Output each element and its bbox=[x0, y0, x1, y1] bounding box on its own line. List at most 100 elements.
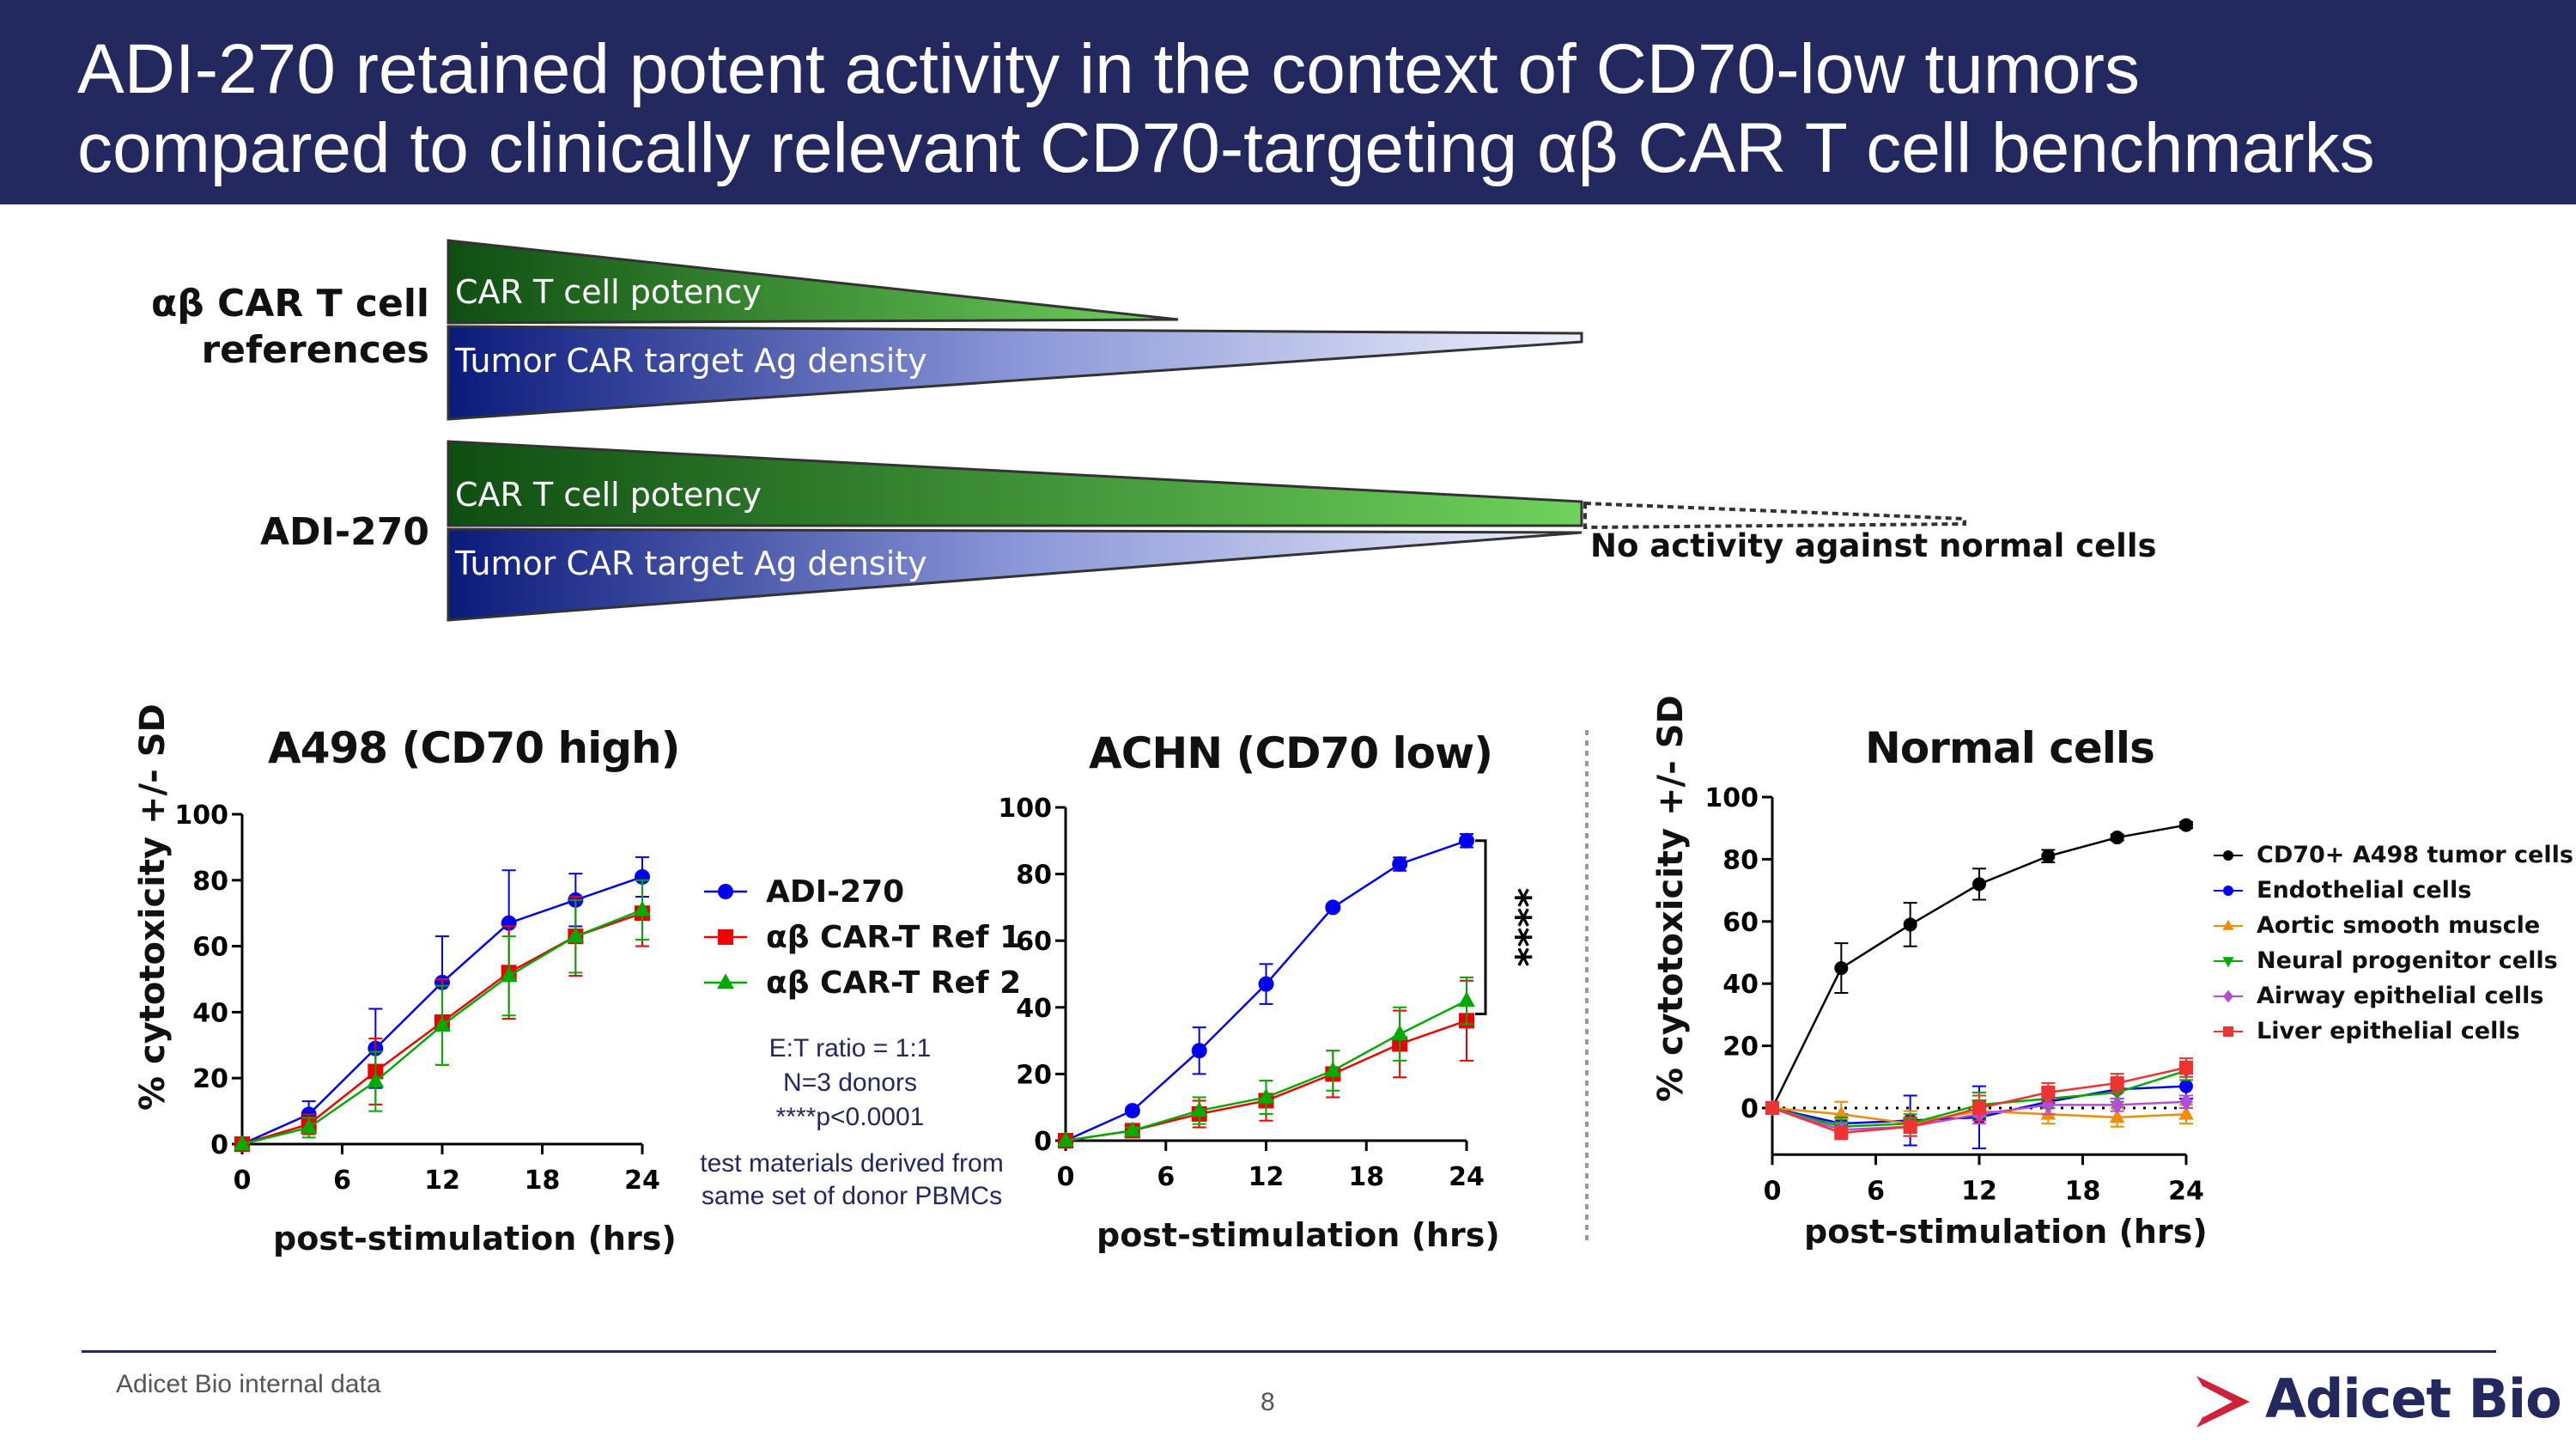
data-point bbox=[567, 927, 585, 943]
x-tick-label: 18 bbox=[1348, 1162, 1384, 1192]
no-activity-extension bbox=[1583, 501, 1966, 530]
chart-title-normal: Normal cells bbox=[1865, 723, 2155, 773]
note-et-ratio: E:T ratio = 1:1 bbox=[769, 1034, 932, 1062]
potency-density-schematic bbox=[447, 239, 1966, 622]
data-point bbox=[2041, 849, 2056, 863]
data-point bbox=[500, 966, 518, 983]
data-point bbox=[434, 1015, 451, 1032]
y-tick-label: 80 bbox=[192, 867, 228, 897]
data-point bbox=[2179, 1060, 2193, 1075]
y-tick-label: 40 bbox=[1016, 994, 1052, 1024]
note-donors: N=3 donors bbox=[783, 1068, 917, 1097]
title-banner: ADI-270 retained potent activity in the … bbox=[0, 0, 2576, 204]
data-point bbox=[2041, 1085, 2056, 1099]
data-point bbox=[1190, 1101, 1208, 1117]
x-tick-label: 24 bbox=[2168, 1176, 2204, 1206]
data-point bbox=[2041, 1096, 2056, 1113]
reference-density-label: Tumor CAR target Ag density bbox=[455, 342, 927, 380]
adi-potency-wedge bbox=[447, 440, 1583, 527]
chart-title-a498: A498 (CD70 high) bbox=[268, 723, 680, 773]
adi-density-wedge bbox=[447, 527, 1583, 622]
data-point bbox=[1834, 961, 1849, 976]
reference-potency-label: CAR T cell potency bbox=[455, 273, 762, 311]
legend-marker bbox=[2223, 989, 2233, 1003]
y-tick-label: 60 bbox=[1016, 927, 1052, 957]
y-tick-label: 100 bbox=[174, 801, 228, 831]
chart-panel-0: 0 20 40 60 80 100 0 6 12 18 24 bbox=[174, 801, 660, 1196]
x-tick-label: 0 bbox=[1057, 1162, 1075, 1192]
x-tick-label: 12 bbox=[1249, 1162, 1285, 1192]
y-tick-label: 80 bbox=[1016, 861, 1052, 891]
x-tick-label: 6 bbox=[1157, 1162, 1175, 1192]
data-point bbox=[1903, 917, 1917, 932]
x-tick-label: 24 bbox=[624, 1166, 660, 1196]
data-point bbox=[2109, 1109, 2125, 1123]
y-tick-label: 40 bbox=[1722, 970, 1759, 1000]
x-tick-label: 12 bbox=[424, 1166, 460, 1196]
data-point bbox=[2178, 1105, 2194, 1120]
legend-label-adi270: ADI-270 bbox=[766, 874, 905, 910]
reference-row-label-line-2: references bbox=[201, 328, 429, 372]
data-point bbox=[2110, 831, 2124, 845]
data-point bbox=[634, 900, 651, 916]
reference-row-label-line-1: αβ CAR T cell bbox=[150, 282, 429, 326]
xlabel-a498: post-stimulation (hrs) bbox=[273, 1220, 677, 1257]
legend-label-ref1: αβ CAR-T Ref 1 bbox=[766, 920, 1022, 955]
y-tick-label: 0 bbox=[1741, 1094, 1759, 1124]
data-point bbox=[2110, 1096, 2124, 1113]
y-tick-label: 20 bbox=[1722, 1032, 1759, 1062]
significance-bracket bbox=[1475, 839, 1487, 1016]
y-tick-label: 20 bbox=[192, 1064, 228, 1094]
data-point bbox=[2179, 818, 2193, 832]
x-tick-label: 0 bbox=[234, 1166, 252, 1196]
data-point bbox=[1124, 1103, 1140, 1119]
legend-marker bbox=[2223, 850, 2233, 861]
data-point bbox=[1325, 899, 1341, 916]
legend-label-a498-tumor: CD70+ A498 tumor cells bbox=[2257, 842, 2573, 868]
data-point bbox=[1324, 1061, 1342, 1077]
data-point bbox=[367, 1072, 385, 1088]
y-tick-label: 40 bbox=[192, 998, 228, 1028]
note-materials-line-2: same set of donor PBMCs bbox=[701, 1182, 1003, 1210]
xlabel-normal: post-stimulation (hrs) bbox=[1804, 1213, 2208, 1251]
x-tick-label: 12 bbox=[1961, 1176, 1997, 1206]
data-point bbox=[1834, 1125, 1849, 1140]
data-point bbox=[1057, 1131, 1074, 1148]
x-tick-label: 6 bbox=[1867, 1176, 1885, 1206]
footer-rule bbox=[82, 1350, 2496, 1353]
legend-label-neural: Neural progenitor cells bbox=[2257, 947, 2558, 974]
y-tick-label: 60 bbox=[192, 933, 228, 963]
data-point bbox=[1191, 1043, 1207, 1059]
legend-label-endothelial: Endothelial cells bbox=[2257, 877, 2472, 904]
x-tick-label: 6 bbox=[333, 1166, 351, 1196]
data-point bbox=[2179, 1093, 2193, 1111]
data-point bbox=[1458, 991, 1475, 1008]
data-point bbox=[1257, 1087, 1275, 1104]
x-tick-label: 18 bbox=[525, 1166, 561, 1196]
data-point bbox=[2110, 1076, 2124, 1091]
adi-density-label: Tumor CAR target Ag density bbox=[455, 545, 927, 582]
y-tick-label: 0 bbox=[210, 1130, 228, 1160]
legend-label-aortic: Aortic smooth muscle bbox=[2257, 912, 2541, 939]
page-title-line-2: compared to clinically relevant CD70-tar… bbox=[77, 109, 2375, 187]
data-point bbox=[1972, 877, 1986, 892]
legend-marker bbox=[718, 929, 733, 945]
page-title-line-1: ADI-270 retained potent activity in the … bbox=[77, 30, 2140, 108]
data-point bbox=[1258, 976, 1274, 992]
y-tick-label: 0 bbox=[1034, 1127, 1052, 1157]
legend-marker bbox=[2222, 957, 2234, 968]
data-point bbox=[1392, 855, 1408, 872]
xlabel-achn: post-stimulation (hrs) bbox=[1097, 1216, 1500, 1254]
data-point bbox=[1833, 1105, 1850, 1120]
legend-marker bbox=[2223, 886, 2233, 896]
data-point bbox=[2179, 1079, 2193, 1093]
adi-row-label: ADI-270 bbox=[259, 510, 429, 554]
legend-marker bbox=[717, 973, 734, 989]
reference-potency-wedge bbox=[447, 239, 1179, 325]
data-point bbox=[1123, 1121, 1141, 1137]
y-tick-label: 60 bbox=[1722, 908, 1759, 938]
x-tick-label: 0 bbox=[1764, 1176, 1782, 1206]
x-tick-label: 24 bbox=[1449, 1162, 1485, 1192]
